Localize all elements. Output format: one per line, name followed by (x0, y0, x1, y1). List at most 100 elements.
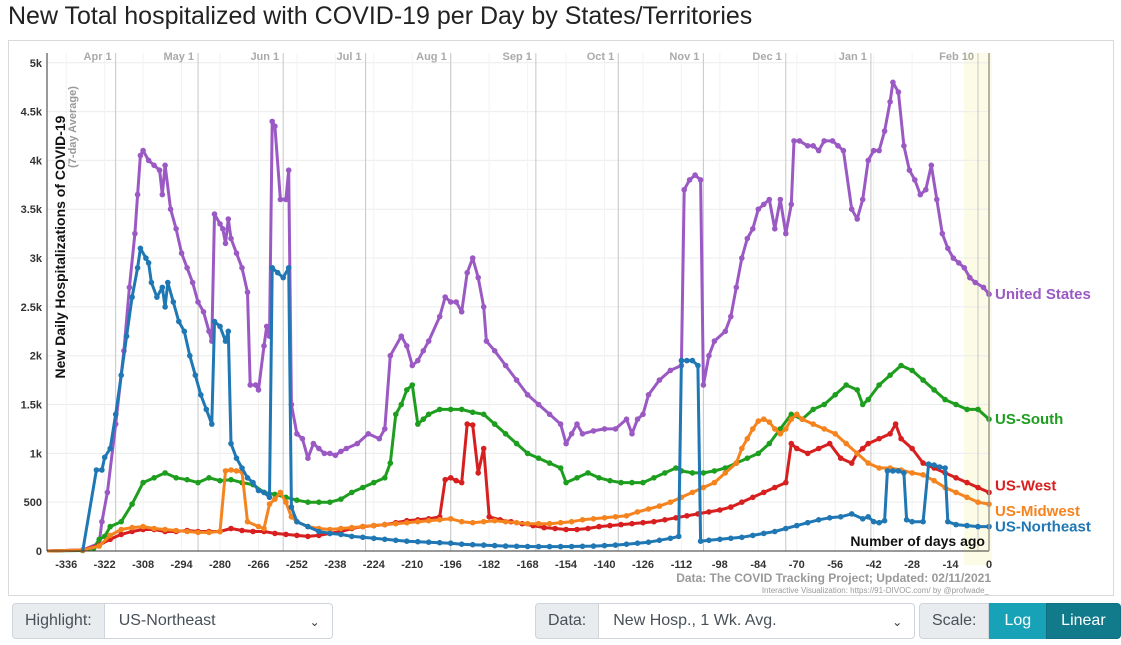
data-select[interactable]: New Hosp., 1 Wk. Avg. ⌄ (599, 603, 916, 639)
data-point (717, 536, 723, 543)
data-point (535, 543, 542, 550)
data-point (228, 525, 234, 532)
data-point (777, 431, 784, 437)
data-point (486, 514, 493, 520)
data-point (755, 418, 762, 424)
data-point (274, 269, 281, 276)
data-point (686, 177, 693, 183)
highlight-select[interactable]: US-Northeast ⌄ (104, 603, 333, 639)
data-point (162, 162, 168, 169)
data-point (371, 522, 377, 529)
data-point (815, 147, 822, 154)
data-point (612, 426, 619, 432)
data-point (964, 406, 970, 413)
source-note: Data: The COVID Tracking Project; Update… (676, 571, 991, 585)
highlight-control: Highlight: US-Northeast ⌄ (12, 603, 333, 639)
y-tick-label: 500 (24, 497, 42, 509)
data-point (950, 255, 957, 261)
data-point (640, 519, 646, 526)
data-point (198, 392, 204, 398)
data-point (96, 543, 102, 549)
data-point (409, 362, 416, 369)
data-point (469, 541, 476, 548)
data-point (645, 506, 652, 512)
data-point (195, 299, 201, 305)
data-point (700, 470, 707, 476)
data-point (972, 279, 979, 286)
data-point (327, 450, 333, 457)
data-point (681, 186, 687, 193)
data-point (563, 479, 569, 486)
data-point (524, 520, 531, 527)
data-point (755, 450, 762, 457)
data-point (176, 318, 182, 325)
data-point (563, 526, 569, 533)
data-point (338, 525, 344, 532)
data-point (338, 496, 344, 503)
data-point (717, 507, 723, 513)
x-tick-label: -182 (478, 559, 500, 571)
data-point (761, 201, 767, 208)
scale-linear-button[interactable]: Linear (1046, 603, 1121, 639)
x-tick-label: -70 (789, 559, 805, 571)
data-point (316, 532, 322, 539)
data-point (848, 511, 855, 517)
data-point (398, 401, 405, 408)
data-point (415, 421, 421, 427)
data-point (728, 535, 734, 542)
data-point (239, 527, 245, 534)
x-tick-label: -280 (209, 559, 231, 571)
data-point (118, 526, 124, 533)
data-point (596, 523, 602, 530)
x-tick-label: -336 (55, 559, 77, 571)
scale-log-button[interactable]: Log (989, 603, 1047, 639)
data-point (887, 372, 893, 379)
data-point (107, 532, 113, 539)
data-point (772, 226, 778, 232)
data-point (810, 143, 816, 149)
y-tick-label: 4k (30, 155, 43, 167)
data-point (568, 543, 575, 550)
data-point (458, 518, 465, 525)
data-point (835, 143, 841, 149)
month-marker-label: Jun 1 (250, 51, 279, 63)
data-point (288, 514, 295, 520)
data-point (794, 522, 800, 529)
credit-note: Interactive Visualization: https://91-DI… (762, 586, 990, 595)
data-point (269, 118, 276, 125)
data-point (810, 406, 816, 413)
chevron-down-icon: ⌄ (309, 615, 320, 629)
data-point (475, 470, 482, 476)
data-point (651, 475, 657, 481)
month-marker-label: Feb 10 (939, 51, 974, 63)
data-point (788, 201, 795, 208)
data-point (574, 526, 580, 533)
data-point (574, 421, 580, 427)
data-point (491, 517, 498, 524)
y-axis-label: New Daily Hospitalizations of COVID-19 (52, 115, 68, 378)
data-point (722, 470, 729, 476)
data-point (173, 527, 179, 534)
x-tick-label: -224 (363, 559, 386, 571)
data-point (939, 230, 946, 237)
data-point (917, 191, 924, 198)
data-point (898, 435, 904, 442)
data-point (826, 515, 833, 521)
data-point (382, 426, 388, 432)
data-point (244, 518, 251, 525)
data-point (804, 450, 811, 457)
data-point (129, 524, 135, 531)
scale-label: Scale: (919, 603, 990, 639)
data-point (206, 529, 212, 536)
data-point (901, 143, 907, 149)
series-united-states: United States (46, 79, 1091, 553)
data-point (920, 472, 926, 478)
series-us-south: US-South (46, 362, 1063, 554)
data-point (975, 499, 981, 506)
data-point (222, 468, 229, 474)
data-point (294, 532, 300, 539)
data-point (280, 274, 287, 281)
data-point (338, 531, 344, 538)
series-label: US-South (995, 411, 1063, 428)
data-point (634, 509, 641, 515)
